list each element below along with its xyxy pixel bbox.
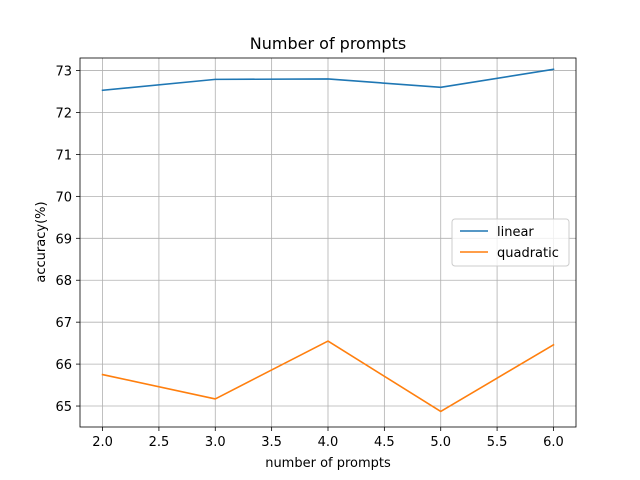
y-tick-label: 68 bbox=[55, 274, 72, 289]
y-tick-label: 67 bbox=[55, 316, 72, 331]
x-axis-label: number of prompts bbox=[265, 456, 391, 471]
x-tick-label: 2.5 bbox=[149, 435, 170, 450]
y-tick-label: 66 bbox=[55, 358, 72, 373]
legend-label-quadratic: quadratic bbox=[497, 246, 559, 261]
x-tick-label: 4.0 bbox=[318, 435, 339, 450]
x-tick-label: 2.0 bbox=[92, 435, 113, 450]
chart-title: Number of prompts bbox=[250, 34, 406, 53]
series-lines bbox=[101, 68, 555, 413]
x-tick-label: 4.5 bbox=[374, 435, 395, 450]
y-axis: 65 66 67 68 69 70 71 72 73 bbox=[55, 65, 80, 415]
series-line-linear bbox=[101, 68, 555, 92]
y-tick-label: 72 bbox=[55, 107, 72, 122]
series-line-quadratic bbox=[101, 340, 555, 413]
y-tick-label: 65 bbox=[55, 400, 72, 415]
x-tick-label: 5.5 bbox=[487, 435, 508, 450]
x-tick-label: 3.5 bbox=[261, 435, 282, 450]
y-axis-label: accuracy(%) bbox=[34, 201, 49, 282]
y-tick-label: 73 bbox=[55, 65, 72, 80]
x-tick-label: 6.0 bbox=[543, 435, 564, 450]
y-tick-label: 69 bbox=[55, 232, 72, 247]
x-tick-label: 5.0 bbox=[430, 435, 451, 450]
y-tick-label: 71 bbox=[55, 148, 72, 163]
x-tick-label: 3.0 bbox=[205, 435, 226, 450]
legend-label-linear: linear bbox=[497, 225, 534, 240]
x-axis: 2.0 2.5 3.0 3.5 4.0 4.5 5.0 5.5 6.0 bbox=[92, 427, 564, 450]
y-tick-label: 70 bbox=[55, 190, 72, 205]
legend: linear quadratic bbox=[451, 218, 570, 267]
